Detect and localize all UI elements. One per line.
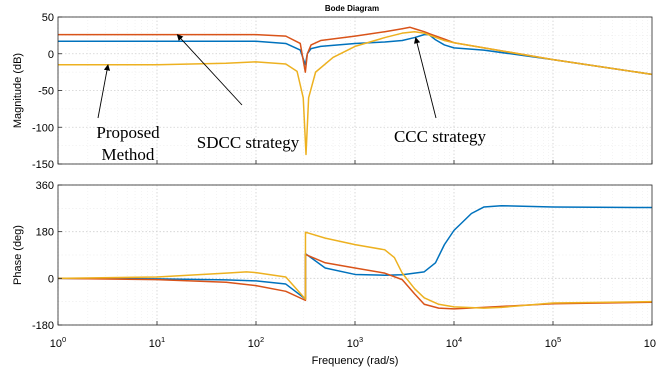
chart-title: Bode Diagram — [325, 4, 379, 13]
annotation-text: Proposed — [96, 123, 160, 142]
x-tick-label: 101 — [149, 335, 165, 350]
phase-y-ticks: 360 180 0 -180 — [32, 180, 62, 332]
phase-y-label: Phase (deg) — [12, 225, 24, 285]
annotation-arrow — [97, 64, 111, 119]
series-line-yellow — [58, 30, 653, 156]
x-tick-label: 105 — [545, 335, 561, 350]
series-line-blue — [58, 33, 653, 76]
x-tick-label: 104 — [446, 335, 462, 350]
x-tick-label: 103 — [347, 335, 363, 350]
magnitude-y-label: Magnitude (dB) — [12, 53, 24, 128]
series-line-yellow — [57, 231, 653, 309]
magnitude-panel: 50 0 -50 -100 -150 Magnitude (dB) — [12, 12, 653, 171]
y-tick-label: -100 — [32, 122, 54, 134]
series-line-orange — [57, 253, 653, 310]
x-tick-label: 100 — [50, 335, 66, 350]
annotations: Proposed Method SDCC strategy CCC strategy — [96, 34, 487, 164]
y-tick-label: 360 — [36, 180, 54, 192]
y-tick-label: -50 — [38, 86, 54, 98]
magnitude-y-ticks: 50 0 -50 -100 -150 — [32, 12, 62, 171]
y-tick-label: 0 — [48, 49, 54, 61]
annotation-text: Method — [102, 145, 155, 164]
x-tick-label: 102 — [248, 335, 264, 350]
annotation-arrow — [414, 36, 437, 119]
annotation-arrow — [176, 34, 243, 106]
y-tick-label: 180 — [36, 227, 54, 239]
y-tick-label: -150 — [32, 159, 54, 171]
x-axis-label: Frequency (rad/s) — [312, 355, 399, 367]
phase-panel: 360 180 0 -180 Phase (deg) — [12, 180, 653, 332]
x-tick-label: 106 — [644, 335, 656, 350]
magnitude-series — [58, 26, 653, 156]
y-tick-label: -180 — [32, 320, 54, 332]
frequency-x-ticks: 100 101 102 103 104 105 106 — [50, 160, 656, 350]
annotation-text: SDCC strategy — [197, 133, 300, 152]
phase-series — [57, 204, 653, 310]
annotation-text: CCC strategy — [394, 127, 487, 146]
series-line-orange — [58, 26, 653, 76]
y-tick-label: 50 — [42, 12, 54, 24]
series-line-blue — [57, 204, 653, 300]
y-tick-label: 0 — [48, 273, 54, 285]
